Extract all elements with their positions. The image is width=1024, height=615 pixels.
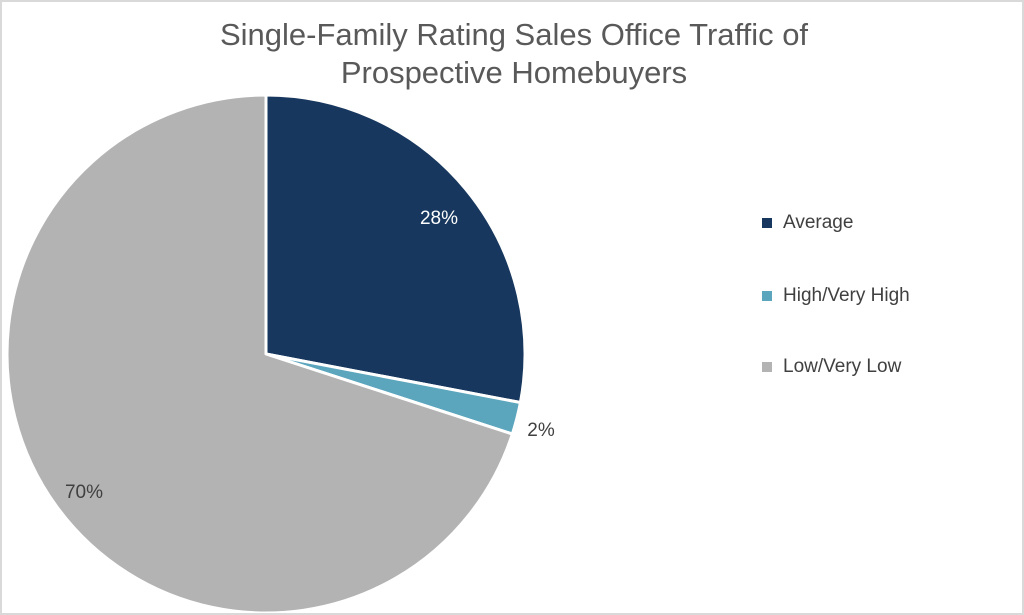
legend-label-average: Average xyxy=(783,212,854,233)
legend-swatch-high-very-high xyxy=(762,291,772,301)
legend-item-average: Average xyxy=(762,212,853,234)
legend-label-low-very-low: Low/Very Low xyxy=(783,356,902,377)
chart-title-line-1: Single-Family Rating Sales Office Traffi… xyxy=(219,17,809,52)
legend-item-high-very-high: High/Very High xyxy=(762,285,910,307)
pie-slice-average xyxy=(264,93,527,405)
pie-slice-low-very-low xyxy=(5,93,514,613)
legend-label-high-very-high: High/Very High xyxy=(783,285,910,306)
legend-swatch-low-very-low xyxy=(762,362,772,372)
chart-title: Single-Family Rating Sales Office Traffi… xyxy=(2,16,1022,92)
legend-swatch-average xyxy=(762,218,772,228)
data-label-low-very-low: 70% xyxy=(65,482,103,503)
data-label-average: 28% xyxy=(420,208,458,229)
data-label-high-very-high: 2% xyxy=(527,420,555,441)
legend-item-low-very-low: Low/Very Low xyxy=(762,356,901,378)
chart-title-line-2: Prospective Homebuyers xyxy=(340,55,688,90)
